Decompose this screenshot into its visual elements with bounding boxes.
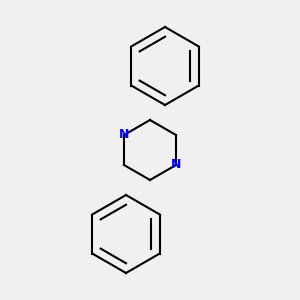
Text: N: N	[171, 158, 181, 172]
Text: N: N	[119, 128, 129, 142]
